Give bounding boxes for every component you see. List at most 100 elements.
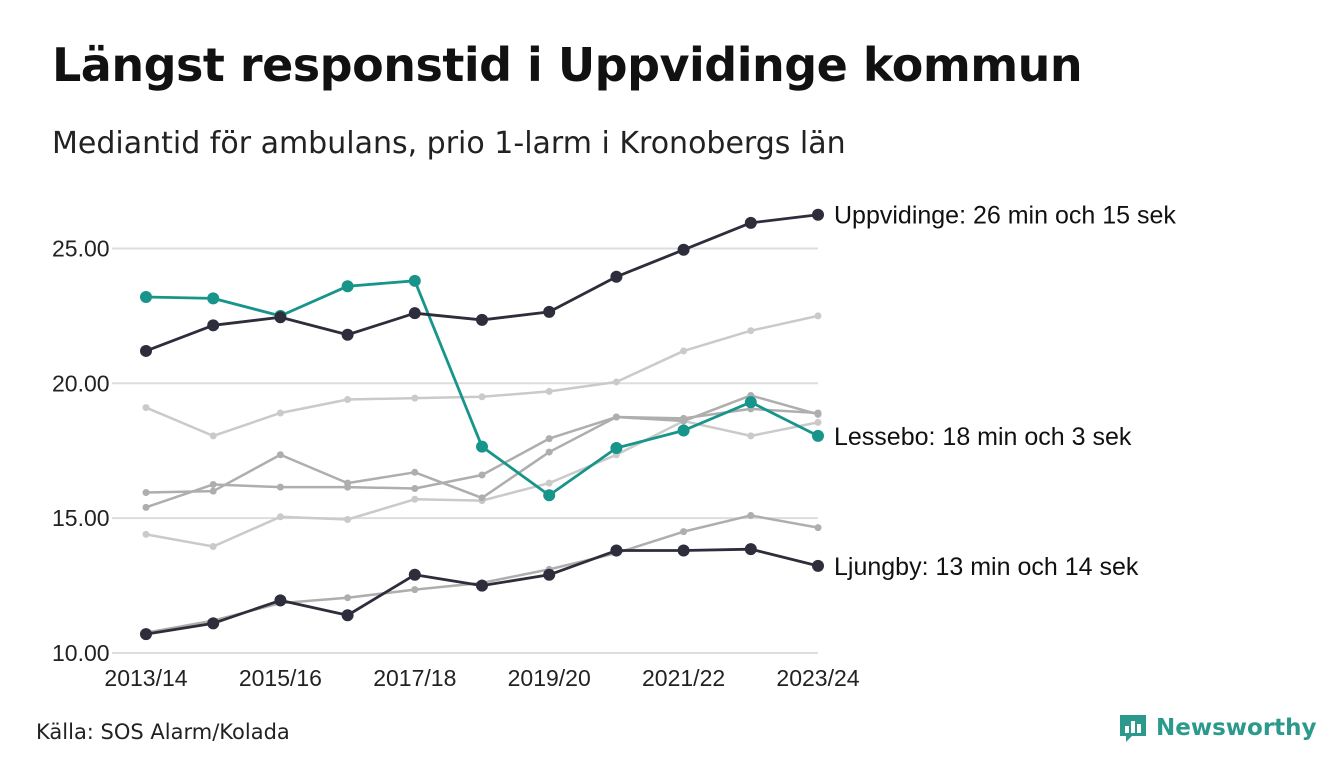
data-point	[677, 243, 690, 256]
x-tick-label: 2013/14	[104, 665, 187, 691]
x-tick-label: 2023/24	[776, 665, 859, 691]
data-point	[142, 489, 150, 497]
data-point	[814, 409, 822, 417]
data-point	[545, 448, 553, 456]
data-point	[812, 208, 824, 221]
data-point	[411, 484, 419, 492]
data-point	[812, 429, 824, 442]
data-point	[207, 292, 220, 305]
series-line	[145, 514, 819, 635]
data-point	[680, 528, 688, 536]
data-point	[344, 516, 352, 523]
data-point	[478, 393, 486, 401]
series-end-label: Ljungby: 13 min och 14 sek	[834, 553, 1139, 581]
data-point	[209, 480, 217, 488]
data-point	[140, 628, 152, 641]
data-point	[209, 542, 217, 550]
x-tick-label: 2015/16	[239, 665, 322, 691]
line-chart: 10.00 15.00 20.00 25.00 2013/14 2015/16 2017/…	[52, 202, 1176, 691]
data-point	[274, 594, 287, 607]
series-end-label: Lessebo: 18 min och 3 sek	[834, 423, 1132, 451]
series-line	[145, 213, 819, 353]
data-point	[543, 568, 556, 581]
y-tick-label: 25.00	[52, 235, 110, 261]
data-point	[276, 513, 284, 521]
y-tick-label: 15.00	[52, 505, 110, 531]
data-point	[411, 468, 419, 476]
data-point	[209, 432, 217, 440]
series-other-0	[142, 312, 822, 440]
data-point	[744, 216, 757, 229]
data-point	[612, 413, 620, 421]
data-point	[478, 494, 486, 502]
data-point	[411, 586, 419, 594]
data-point	[610, 544, 623, 557]
chart-subtitle: Mediantid för ambulans, prio 1-larm i Kr…	[52, 126, 846, 161]
series-lessebo	[140, 274, 824, 502]
series-line	[145, 547, 819, 636]
data-point	[478, 471, 486, 479]
brand-name: Newsworthy	[1156, 715, 1317, 741]
data-point	[209, 487, 217, 495]
series-end-label: Uppvidinge: 26 min och 15 sek	[834, 202, 1176, 230]
data-point	[344, 483, 352, 491]
data-point	[344, 594, 352, 602]
data-point	[341, 609, 354, 622]
data-point	[747, 432, 755, 440]
data-point	[677, 544, 690, 557]
data-point	[207, 617, 220, 630]
x-tick-label: 2021/22	[642, 665, 725, 691]
data-point	[140, 344, 152, 357]
data-point	[543, 305, 556, 318]
data-point	[545, 479, 553, 487]
y-tick-label: 20.00	[52, 370, 110, 396]
series-other-1	[142, 417, 822, 550]
series-uppvidinge	[140, 208, 824, 357]
chart-title: Längst responstid i Uppvidinge kommun	[52, 38, 1083, 92]
data-point	[814, 524, 822, 532]
data-point	[276, 483, 284, 491]
series-ljungby	[140, 543, 824, 641]
data-point	[408, 274, 421, 287]
data-point	[276, 409, 284, 417]
series-other-3	[142, 405, 822, 511]
data-point	[545, 387, 553, 395]
data-point	[476, 440, 488, 453]
data-point	[744, 543, 757, 556]
data-point	[814, 312, 822, 320]
data-point	[276, 451, 284, 459]
data-point	[140, 291, 152, 303]
series-line	[145, 419, 819, 548]
series-line	[145, 279, 819, 497]
x-tick-label: 2017/18	[373, 665, 456, 691]
data-point	[545, 435, 553, 443]
data-point	[341, 280, 354, 293]
data-point	[747, 511, 755, 519]
data-point	[612, 378, 620, 386]
data-point	[411, 495, 419, 503]
data-point	[142, 404, 150, 412]
data-point	[408, 568, 421, 581]
series-other-4	[142, 511, 822, 637]
data-point	[142, 503, 150, 511]
data-point	[610, 442, 623, 455]
data-point	[680, 414, 688, 422]
x-axis-ticks: 2013/14 2015/16 2017/18 2019/20 2021/22 2023/…	[104, 665, 859, 691]
data-point	[274, 311, 287, 324]
series-line	[145, 314, 819, 438]
newsworthy-logo-icon	[1120, 715, 1146, 742]
y-tick-label: 10.00	[52, 640, 110, 666]
data-point	[812, 559, 824, 572]
data-point	[680, 347, 688, 355]
data-point	[142, 530, 150, 538]
x-tick-label: 2019/20	[508, 665, 591, 691]
data-point	[476, 579, 488, 592]
series-lines	[140, 208, 824, 641]
source-note: Källa: SOS Alarm/Kolada	[36, 720, 290, 744]
data-point	[411, 394, 419, 402]
data-point	[344, 395, 352, 403]
brand-logo[interactable]: Newsworthy	[1118, 712, 1317, 744]
data-point	[610, 270, 623, 283]
series-end-labels: Ljungby: 13 min och 14 sek Lessebo: 18 mi…	[834, 202, 1176, 581]
grid-lines	[112, 247, 818, 654]
